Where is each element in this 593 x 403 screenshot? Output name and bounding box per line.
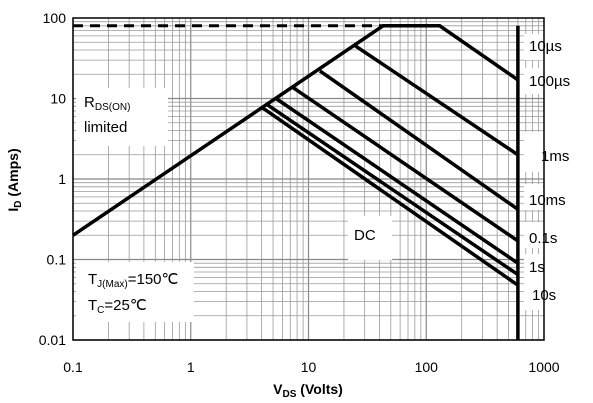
curve-label-dc: DC	[354, 227, 376, 244]
x-tick-label: 0.1	[63, 359, 83, 375]
tj-condition: TJ(Max)=150℃	[88, 271, 178, 290]
series-line-100s	[354, 44, 519, 157]
y-tick-label: 0.01	[39, 332, 66, 348]
y-axis-title: ID (Amps)	[5, 148, 24, 211]
series-line-1s	[265, 102, 519, 277]
series-line-01s	[275, 97, 519, 265]
x-tick-label: 1000	[528, 359, 559, 375]
curve-label-100us: 100µs	[529, 73, 570, 90]
curve-label-10us: 10µs	[529, 38, 562, 55]
curve-label-1ms: 1ms	[541, 148, 569, 165]
y-tick-label: 10	[50, 91, 66, 107]
x-tick-labels: 0.1 1 10 100 1000	[63, 359, 560, 375]
series-line-dc	[260, 105, 519, 287]
y-tick-label: 0.1	[47, 252, 67, 268]
series-line-10s	[72, 24, 519, 237]
x-tick-label: 100	[415, 359, 439, 375]
x-tick-label: 1	[187, 359, 195, 375]
x-tick-label: 10	[301, 359, 317, 375]
tc-condition: TC=25℃	[88, 297, 147, 316]
rds-label: RDS(ON)	[84, 94, 130, 113]
curve-label-0.1s: 0.1s	[529, 230, 557, 247]
curve-label-10ms: 10ms	[529, 192, 566, 209]
label-backgrounds	[76, 34, 543, 322]
y-tick-label: 1	[58, 171, 66, 187]
y-tick-labels: 0.01 0.1 1 10 100	[39, 10, 66, 348]
curve-label-10s: 10s	[532, 287, 556, 304]
series-line-10ms	[290, 85, 519, 243]
rds-limited-label: limited	[84, 119, 127, 136]
x-axis-title: VDS (Volts)	[273, 381, 343, 400]
curve-label-1s: 1s	[529, 259, 545, 276]
plot-frame	[72, 17, 545, 341]
y-tick-label: 100	[43, 10, 67, 26]
series-lines	[72, 24, 520, 340]
series-line-1ms	[318, 69, 519, 211]
